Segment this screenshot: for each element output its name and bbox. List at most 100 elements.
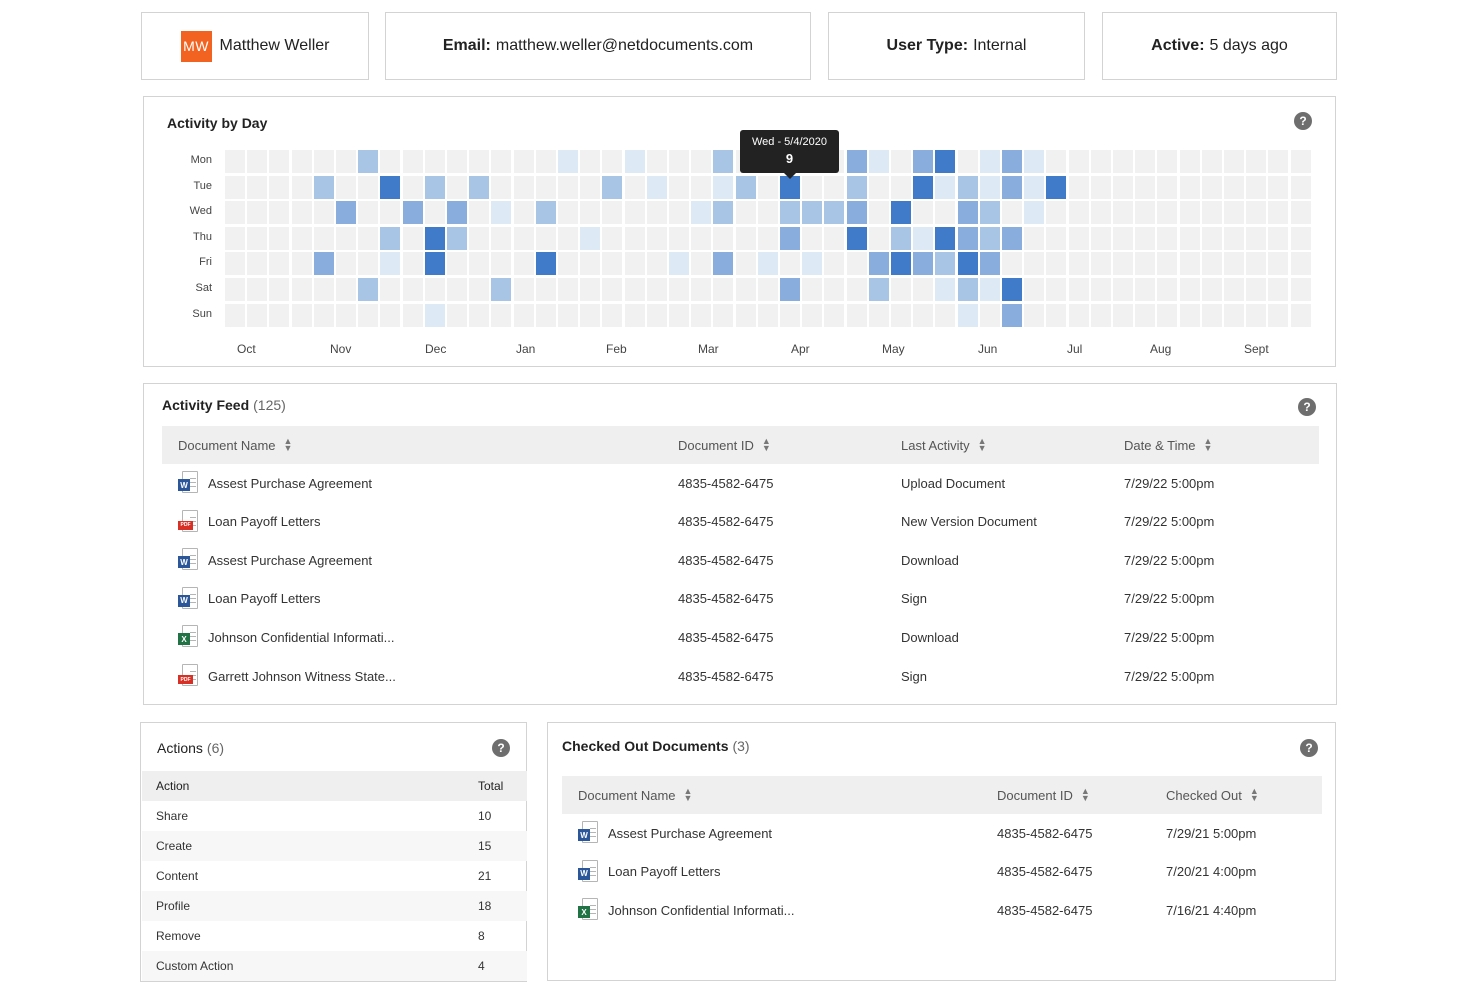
heatmap-cell[interactable] xyxy=(402,175,423,199)
heatmap-cell[interactable] xyxy=(513,150,534,173)
sort-arrows-icon[interactable]: ▲ ▼ xyxy=(683,786,693,803)
document-name-text[interactable]: Assest Purchase Agreement xyxy=(208,552,373,568)
heatmap-cell[interactable] xyxy=(1024,175,1045,199)
heatmap-cell[interactable] xyxy=(1246,226,1267,250)
heatmap-cell[interactable] xyxy=(891,303,911,327)
heatmap-cell[interactable] xyxy=(646,252,667,276)
heatmap-cell[interactable] xyxy=(313,252,334,276)
heatmap-cell[interactable] xyxy=(402,303,423,327)
document-name[interactable]: W Assest Purchase Agreement xyxy=(578,820,772,846)
document-name-text[interactable]: Loan Payoff Letters xyxy=(208,514,321,530)
heatmap-cell[interactable] xyxy=(713,252,734,276)
heatmap-cell[interactable] xyxy=(491,278,512,301)
heatmap-cell[interactable] xyxy=(1268,150,1289,173)
document-name-text[interactable]: Assest Purchase Agreement xyxy=(608,825,773,841)
heatmap-cell[interactable] xyxy=(535,303,556,327)
heatmap-cell[interactable] xyxy=(491,303,512,327)
heatmap-cell[interactable] xyxy=(669,252,689,276)
heatmap-cell[interactable] xyxy=(269,303,290,327)
heatmap-cell[interactable] xyxy=(580,226,601,250)
heatmap-cell[interactable] xyxy=(1024,303,1045,327)
heatmap-cell[interactable] xyxy=(380,303,401,327)
heatmap-cell[interactable] xyxy=(624,278,645,301)
heatmap-cell[interactable] xyxy=(424,226,445,250)
heatmap-cell[interactable] xyxy=(580,252,601,276)
heatmap-cell[interactable] xyxy=(824,201,845,225)
heatmap-cell[interactable] xyxy=(1002,252,1022,276)
heatmap-cell[interactable] xyxy=(535,201,556,225)
heatmap-cell[interactable] xyxy=(1068,150,1089,173)
heatmap-cell[interactable] xyxy=(336,252,356,276)
heatmap-cell[interactable] xyxy=(1135,226,1156,250)
heatmap-cell[interactable] xyxy=(646,175,667,199)
heatmap-cell[interactable] xyxy=(1290,226,1311,250)
heatmap-cell[interactable] xyxy=(1024,278,1045,301)
heatmap-cell[interactable] xyxy=(380,278,401,301)
heatmap-cell[interactable] xyxy=(646,150,667,173)
heatmap-cell[interactable] xyxy=(558,201,578,225)
heatmap-cell[interactable] xyxy=(1201,150,1222,173)
heatmap-cell[interactable] xyxy=(313,150,334,173)
heatmap-cell[interactable] xyxy=(1157,201,1178,225)
table-row[interactable]: W Loan Payoff Letters 4835-4582-6475 7/20/2… xyxy=(578,859,1318,885)
heatmap-cell[interactable] xyxy=(424,150,445,173)
heatmap-cell[interactable] xyxy=(558,278,578,301)
heatmap-cell[interactable] xyxy=(957,201,978,225)
heatmap-cell[interactable] xyxy=(868,150,889,173)
heatmap-cell[interactable] xyxy=(757,278,778,301)
heatmap-cell[interactable] xyxy=(735,303,756,327)
heatmap-cell[interactable] xyxy=(269,226,290,250)
heatmap-cell[interactable] xyxy=(1090,303,1111,327)
heatmap-cell[interactable] xyxy=(935,252,956,276)
heatmap-cell[interactable] xyxy=(1201,226,1222,250)
heatmap-cell[interactable] xyxy=(269,252,290,276)
column-checked-out[interactable]: Checked Out ▲ ▼ xyxy=(1166,787,1259,803)
heatmap-cell[interactable] xyxy=(1290,175,1311,199)
heatmap-cell[interactable] xyxy=(336,303,356,327)
heatmap-cell[interactable] xyxy=(624,303,645,327)
heatmap-cell[interactable] xyxy=(1179,150,1200,173)
column-document-id[interactable]: Document ID ▲ ▼ xyxy=(678,437,771,453)
heatmap-cell[interactable] xyxy=(358,201,379,225)
heatmap-cell[interactable] xyxy=(1068,175,1089,199)
heatmap-cell[interactable] xyxy=(380,252,401,276)
document-name[interactable]: W Loan Payoff Letters xyxy=(578,859,721,885)
heatmap-cell[interactable] xyxy=(913,201,934,225)
heatmap-cell[interactable] xyxy=(1224,175,1244,199)
table-row[interactable]: PDF Loan Payoff Letters 4835-4582-6475 New … xyxy=(178,509,1298,535)
heatmap-cell[interactable] xyxy=(1157,278,1178,301)
heatmap-cell[interactable] xyxy=(513,303,534,327)
heatmap-cell[interactable] xyxy=(1246,303,1267,327)
heatmap-cell[interactable] xyxy=(824,226,845,250)
heatmap-cell[interactable] xyxy=(402,226,423,250)
heatmap-cell[interactable] xyxy=(1268,303,1289,327)
heatmap-cell[interactable] xyxy=(580,175,601,199)
heatmap-cell[interactable] xyxy=(913,150,934,173)
document-name-text[interactable]: Johnson Confidential Informati... xyxy=(208,629,395,645)
heatmap-cell[interactable] xyxy=(624,175,645,199)
heatmap-cell[interactable] xyxy=(313,201,334,225)
heatmap-cell[interactable] xyxy=(602,150,623,173)
heatmap-cell[interactable] xyxy=(1068,252,1089,276)
heatmap-cell[interactable] xyxy=(1113,175,1133,199)
heatmap-cell[interactable] xyxy=(757,226,778,250)
column-document-name[interactable]: Document Name ▲ ▼ xyxy=(178,437,292,453)
heatmap-cell[interactable] xyxy=(269,150,290,173)
heatmap-cell[interactable] xyxy=(802,252,823,276)
heatmap-cell[interactable] xyxy=(1179,303,1200,327)
heatmap-cell[interactable] xyxy=(558,175,578,199)
sort-arrows-icon[interactable]: ▲ ▼ xyxy=(1203,436,1213,453)
heatmap-cell[interactable] xyxy=(447,175,467,199)
heatmap-cell[interactable] xyxy=(558,150,578,173)
question-circle-icon[interactable]: ? xyxy=(1298,398,1316,416)
heatmap-cell[interactable] xyxy=(313,175,334,199)
heatmap-cell[interactable] xyxy=(646,226,667,250)
heatmap-cell[interactable] xyxy=(735,252,756,276)
heatmap-cell[interactable] xyxy=(1113,150,1133,173)
heatmap-cell[interactable] xyxy=(580,303,601,327)
heatmap-cell[interactable] xyxy=(1068,303,1089,327)
heatmap-cell[interactable] xyxy=(1002,278,1022,301)
column-date-time[interactable]: Date & Time ▲ ▼ xyxy=(1124,436,1213,453)
heatmap-cell[interactable] xyxy=(735,278,756,301)
heatmap-cell[interactable] xyxy=(336,226,356,250)
